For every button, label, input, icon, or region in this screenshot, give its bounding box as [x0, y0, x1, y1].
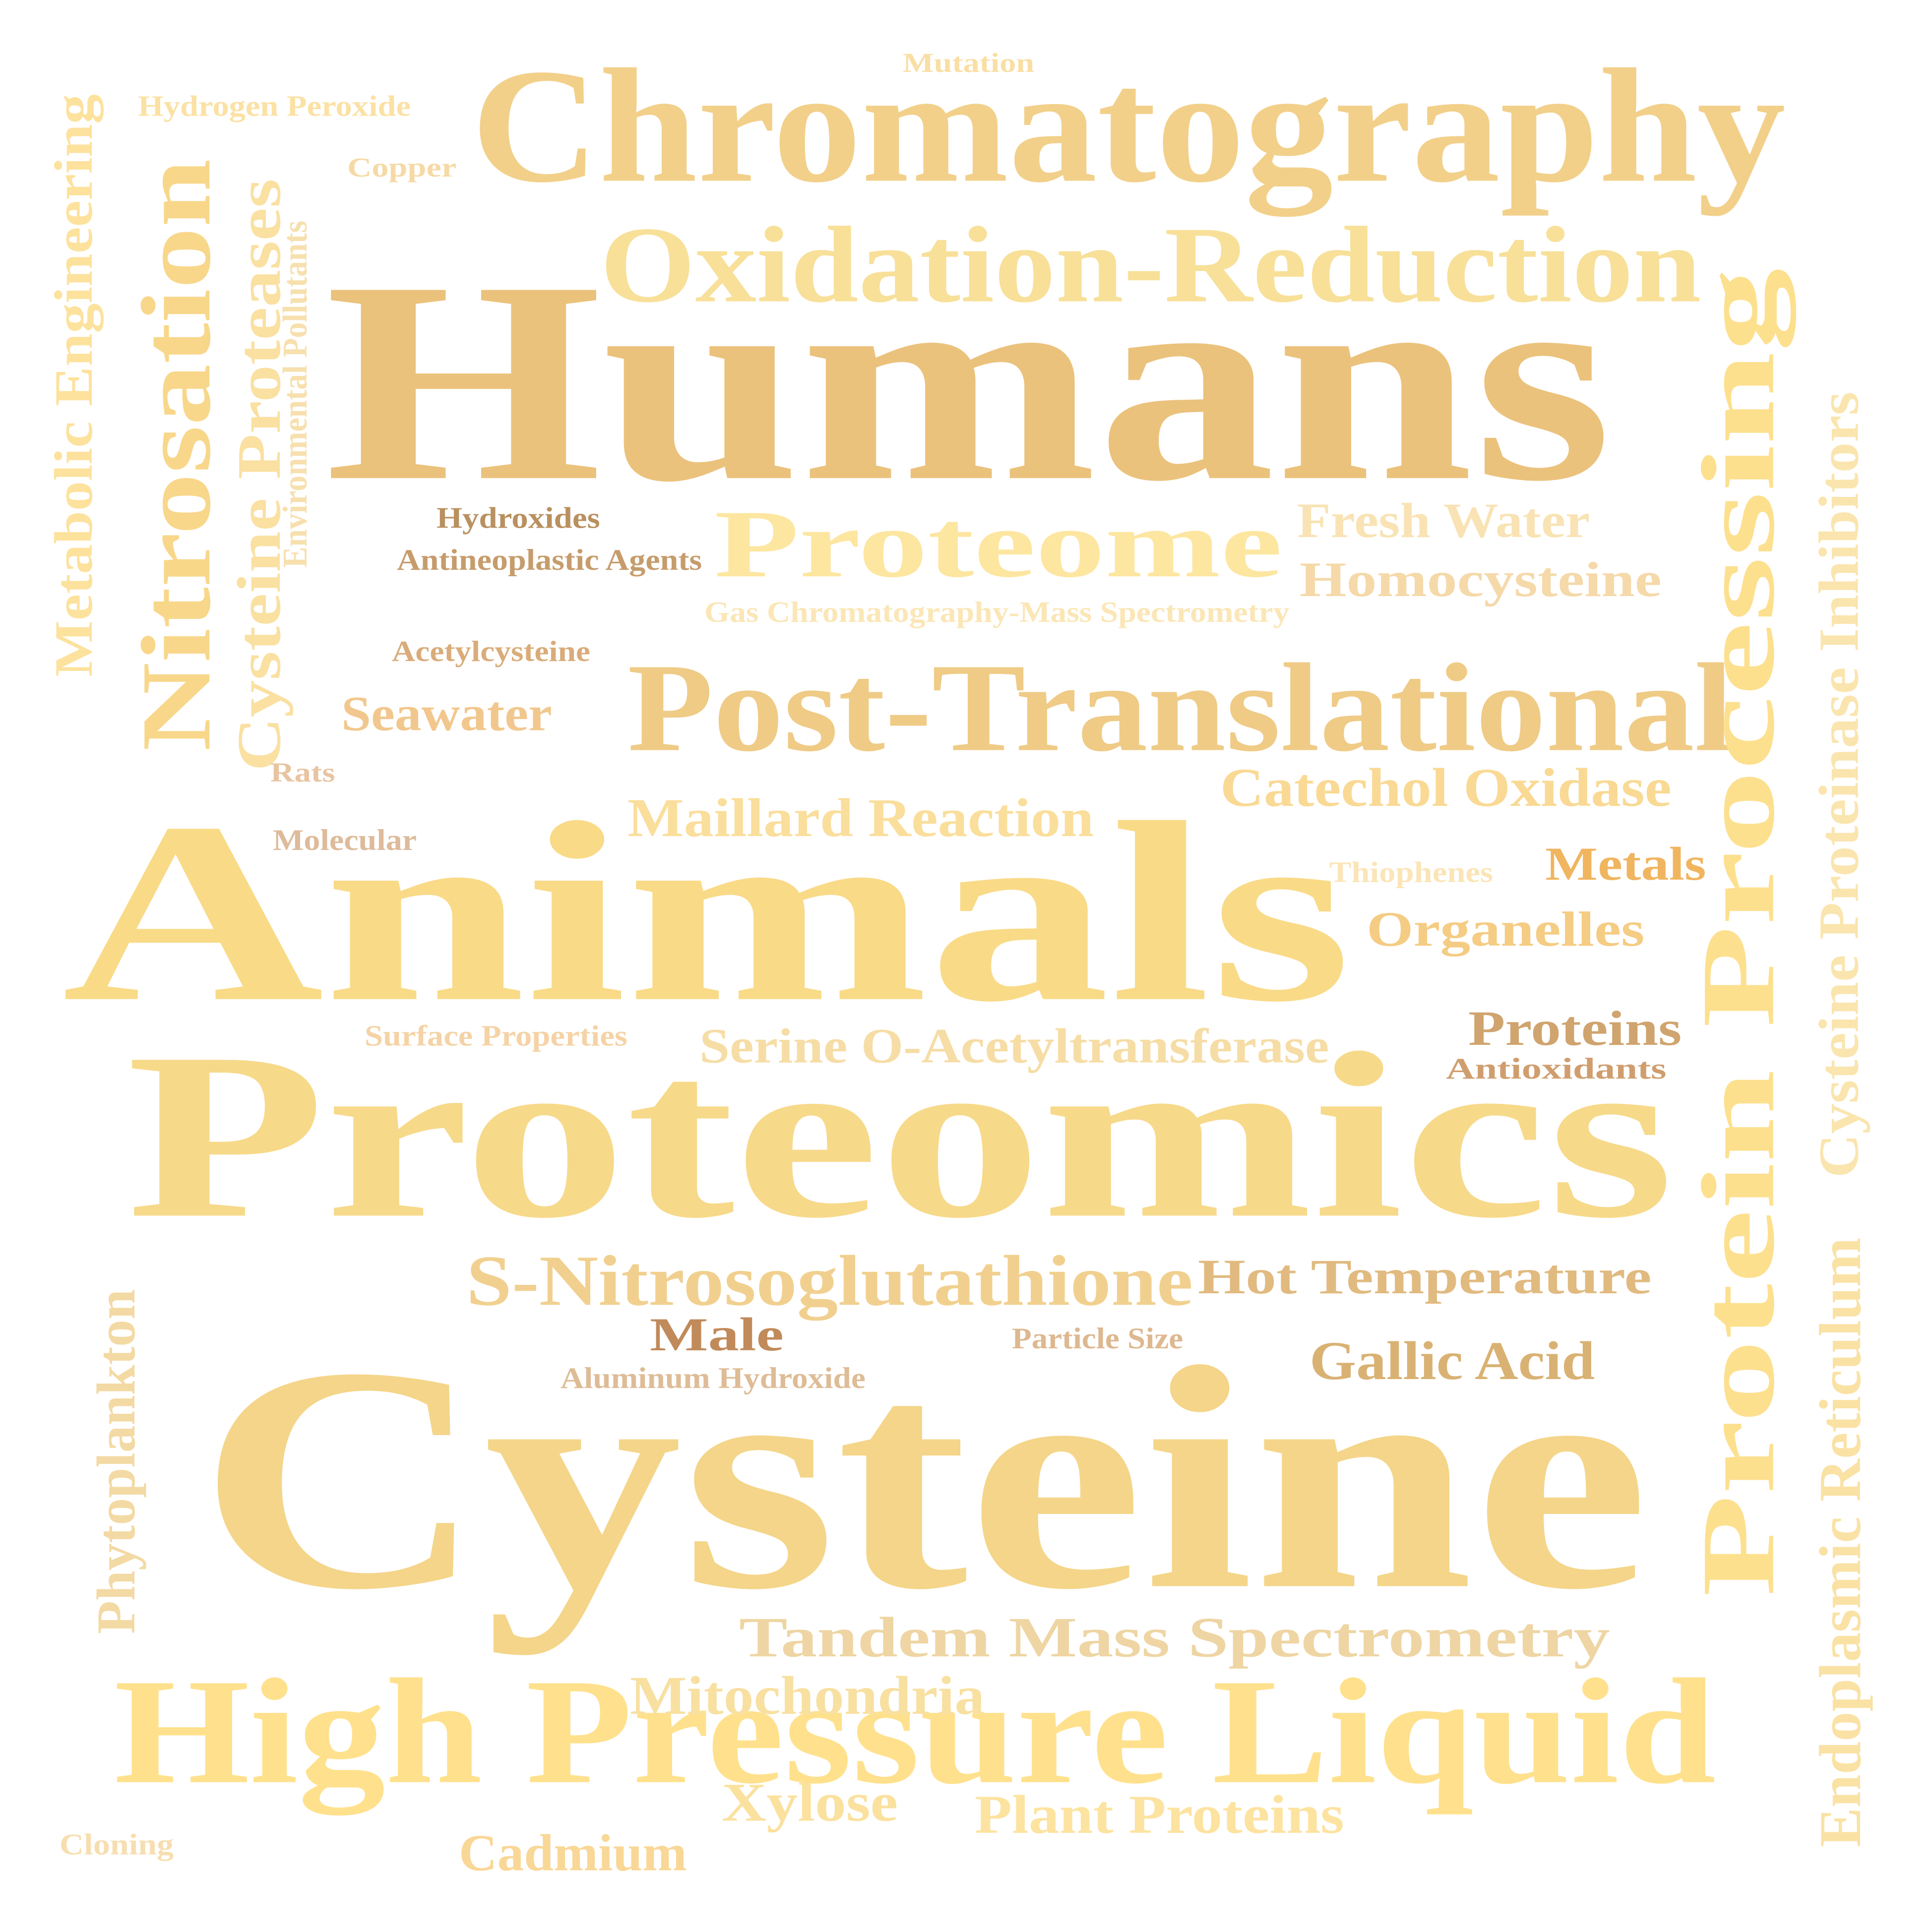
word-animals: Animals	[62, 770, 1352, 1055]
word-hydrogen-peroxide: Hydrogen Peroxide	[138, 90, 411, 122]
word-nitrosation: Nitrosation	[121, 159, 231, 751]
word-gc-mass-spectrometry: Gas Chromatography-Mass Spectrometry	[704, 596, 1290, 629]
word-proteins: Proteins	[1468, 1001, 1682, 1056]
word-environmental-pollutants: Environmental Pollutants	[275, 220, 314, 568]
word-antioxidants: Antioxidants	[1446, 1052, 1667, 1086]
word-protein-processing: Protein Processing	[1681, 268, 1796, 1597]
word-catechol-oxidase: Catechol Oxidase	[1220, 758, 1672, 818]
word-s-nitrosoglutathione: S-Nitrosoglutathione	[466, 1241, 1193, 1321]
word-organelles: Organelles	[1367, 902, 1645, 957]
word-mitochondria: Mitochondria	[630, 1665, 985, 1726]
word-proteomics: Proteomics	[126, 1003, 1674, 1268]
word-thiophenes: Thiophenes	[1329, 856, 1494, 889]
word-plant-proteins: Plant Proteins	[975, 1784, 1344, 1845]
word-cadmium: Cadmium	[459, 1824, 687, 1882]
word-cysteine-proteinase-inhibitors: Cysteine Proteinase Inhibitors	[1807, 391, 1870, 1178]
word-cloning: Cloning	[60, 1828, 174, 1861]
word-hot-temperature: Hot Temperature	[1198, 1249, 1652, 1304]
word-chromatography: Chromatography	[471, 35, 1786, 217]
word-oxidation-reduction: Oxidation-Reduction	[600, 204, 1701, 325]
word-post-translational: Post-Translational	[627, 638, 1734, 778]
word-proteome: Proteome	[714, 490, 1283, 598]
word-acetylcysteine: Acetylcysteine	[392, 635, 591, 668]
word-hydroxides: Hydroxides	[436, 501, 600, 535]
word-molecular: Molecular	[273, 824, 417, 857]
word-seawater: Seawater	[341, 686, 552, 741]
word-serine-o-acetyltransferase: Serine O-Acetyltransferase	[699, 1018, 1329, 1074]
word-high-pressure-liquid: High Pressure Liquid	[114, 1648, 1716, 1815]
word-metals: Metals	[1545, 838, 1706, 891]
word-rats: Rats	[270, 757, 335, 788]
word-homocysteine: Homocysteine	[1300, 552, 1662, 607]
word-mutation: Mutation	[903, 48, 1035, 78]
word-xylose: Xylose	[722, 1772, 898, 1833]
word-humans: Humans	[325, 222, 1613, 541]
word-fresh-water: Fresh Water	[1297, 492, 1590, 548]
word-tandem-mass-spectrometry: Tandem Mass Spectrometry	[739, 1606, 1610, 1669]
word-antineoplastic-agents: Antineoplastic Agents	[397, 543, 702, 577]
word-copper: Copper	[347, 152, 457, 183]
word-phytoplankton: Phytoplankton	[86, 1289, 146, 1634]
word-surface-properties: Surface Properties	[365, 1020, 627, 1052]
word-endoplasmic-reticulum: Endoplasmic Reticulum	[1807, 1237, 1873, 1847]
word-cysteine: Cysteine	[198, 1301, 1649, 1656]
word-aluminum-hydroxide: Aluminum Hydroxide	[561, 1362, 866, 1395]
word-particle-size: Particle Size	[1012, 1322, 1184, 1355]
word-gallic-acid: Gallic Acid	[1309, 1330, 1595, 1391]
word-male: Male	[650, 1309, 784, 1361]
word-metabolic-engineering: Metabolic Engineering	[44, 94, 104, 677]
word-maillard-reaction: Maillard Reaction	[627, 787, 1094, 848]
